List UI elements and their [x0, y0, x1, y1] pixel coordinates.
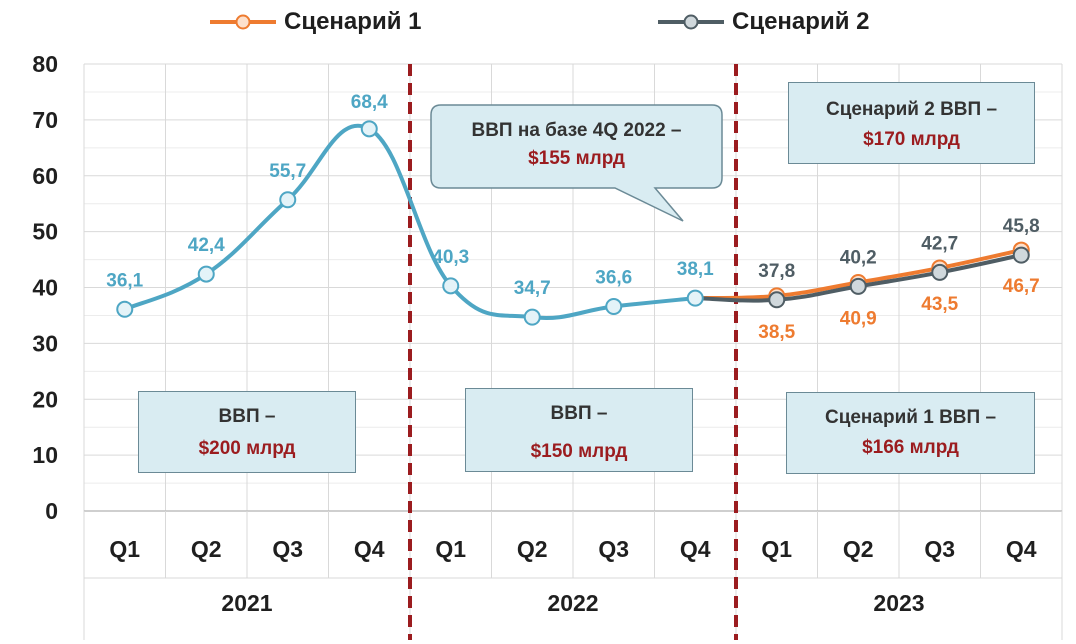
callout-gdp-base: ВВП на базе 4Q 2022 – $155 млрд: [431, 120, 722, 170]
legend-label-scenario-1: Сценарий 1: [284, 8, 422, 35]
series: [116, 120, 1030, 326]
x-tick-label: Q4: [354, 536, 385, 562]
x-tick-label: Q2: [191, 536, 222, 562]
annotation-scenario-1-value: $166 млрд: [862, 437, 959, 458]
data-label: 38,1: [677, 259, 714, 280]
data-point: [686, 289, 704, 307]
data-point: [931, 263, 949, 281]
data-label: 42,4: [188, 235, 225, 256]
data-label: 42,7: [921, 233, 958, 254]
legend-marker-scenario-1: [210, 14, 276, 30]
callout-value: $155 млрд: [528, 148, 625, 169]
y-tick-label: 80: [32, 51, 58, 77]
x-group-label: 2022: [547, 590, 598, 616]
y-tick-label: 40: [32, 275, 58, 301]
annotation-scenario-2-value: $170 млрд: [863, 129, 960, 150]
data-label: 37,8: [758, 261, 795, 282]
data-point: [360, 120, 378, 138]
annotation-scenario-1-title: Сценарий 1 ВВП –: [824, 407, 997, 428]
data-label: 38,5: [758, 322, 795, 343]
x-tick-label: Q1: [761, 536, 792, 562]
annotation-gdp-2021-value: $200 млрд: [198, 438, 296, 459]
data-point: [279, 191, 297, 209]
x-group-label: 2021: [221, 590, 272, 616]
x-tick-label: Q2: [843, 536, 874, 562]
data-point: [849, 277, 867, 295]
callout-shape: [430, 104, 723, 222]
data-label: 40,9: [840, 308, 877, 329]
y-tick-label: 60: [32, 163, 58, 189]
data-point: [442, 277, 460, 295]
annotation-gdp-2022-title: ВВП –: [550, 403, 608, 424]
y-tick-label: 0: [45, 498, 58, 524]
data-point: [116, 300, 134, 318]
callout-bubble: [430, 104, 723, 222]
data-label: 46,7: [1003, 276, 1040, 297]
legend-label-scenario-2: Сценарий 2: [732, 8, 870, 35]
x-tick-label: Q3: [598, 536, 629, 562]
annotation-gdp-2021-title: ВВП –: [218, 406, 276, 427]
x-group-label: 2023: [873, 590, 924, 616]
y-tick-label: 10: [32, 442, 58, 468]
legend-item-scenario-1: Сценарий 1: [210, 8, 421, 36]
data-label: 55,7: [269, 161, 306, 182]
annotation-scenario-2-title: Сценарий 2 ВВП –: [825, 99, 998, 120]
data-label: 36,6: [595, 267, 632, 288]
axes: 0 10 20 30 40 50 60 70 80 Q1 Q2 Q3 Q4 Q1 Q2 Q3 Q4 Q1 Q2 Q3 Q…: [32, 51, 1063, 640]
x-tick-label: Q2: [517, 536, 548, 562]
data-labels: 36,1 42,4 55,7 68,4 40,3 34,7 36,6 38,1 38,5 40,9…: [106, 92, 1039, 343]
x-tick-label: Q3: [924, 536, 955, 562]
series-line: [122, 124, 698, 320]
x-tick-label: Q4: [1006, 536, 1037, 562]
data-point: [768, 291, 786, 309]
data-label: 45,8: [1003, 216, 1040, 237]
annotation-gdp-2022: ВВП – $150 млрд: [465, 388, 693, 472]
legend-marker-scenario-2: [658, 14, 724, 30]
data-point: [1012, 246, 1030, 264]
callout-title: ВВП на базе 4Q 2022 –: [471, 120, 682, 141]
data-label: 36,1: [106, 270, 143, 291]
data-label: 68,4: [351, 92, 388, 113]
x-tick-label: Q1: [109, 536, 140, 562]
legend-item-scenario-2: Сценарий 2: [658, 8, 869, 36]
data-label: 40,2: [840, 247, 877, 268]
y-tick-label: 50: [32, 219, 58, 245]
y-tick-label: 20: [32, 386, 58, 412]
y-tick-label: 70: [32, 107, 58, 133]
y-tick-label: 30: [32, 330, 58, 356]
annotation-gdp-2021: ВВП – $200 млрд: [138, 391, 356, 473]
annotation-gdp-2022-value: $150 млрд: [530, 441, 628, 462]
data-point: [197, 265, 215, 283]
data-label: 43,5: [921, 294, 958, 315]
data-point: [523, 308, 541, 326]
annotation-scenario-2-gdp: Сценарий 2 ВВП – $170 млрд: [788, 82, 1035, 164]
year-dividers: [408, 64, 738, 640]
data-label: 40,3: [432, 247, 469, 268]
x-tick-label: Q1: [435, 536, 466, 562]
x-tick-label: Q4: [680, 536, 711, 562]
data-point: [605, 297, 623, 315]
data-label: 34,7: [514, 278, 551, 299]
annotation-scenario-1-gdp: Сценарий 1 ВВП – $166 млрд: [786, 392, 1035, 474]
x-tick-label: Q3: [272, 536, 303, 562]
